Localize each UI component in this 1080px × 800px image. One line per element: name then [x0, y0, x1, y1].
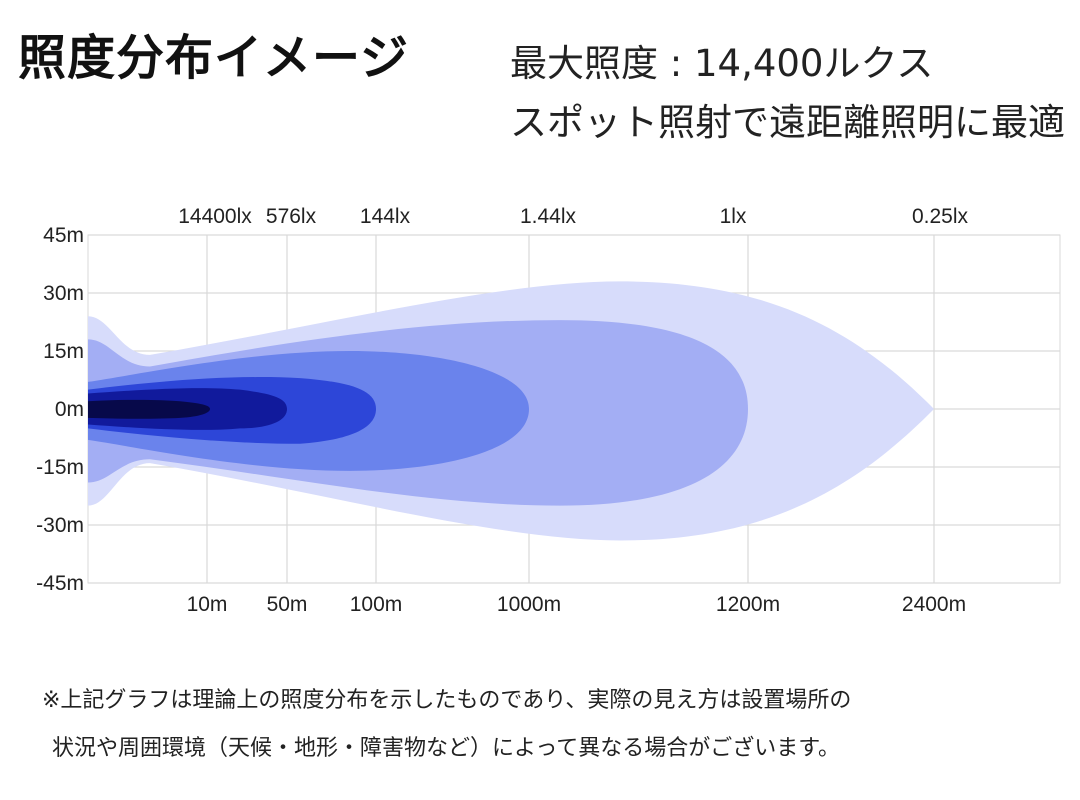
disclaimer-line-2: 状況や周囲環境（天候・地形・障害物など）によって異なる場合がございます。 [52, 736, 841, 761]
spot-description-text: スポット照射で遠距離照明に最適 [510, 101, 1065, 144]
chart-labels: 45m 30m 15m 0m -15m -30m -45m 10m 50m 100m 1000m 12… [36, 205, 968, 616]
y-tick-label: 30m [43, 282, 84, 305]
lux-label: 0.25lx [912, 205, 969, 228]
lux-label: 1.44lx [520, 205, 577, 228]
page-title: 照度分布イメージ [18, 30, 410, 86]
y-tick-label: 0m [55, 398, 84, 421]
illuminance-chart: 45m 30m 15m 0m -15m -30m -45m 10m 50m 100m 1000m 12… [36, 205, 1061, 616]
x-tick-label: 2400m [902, 593, 966, 616]
disclaimer-line-1: ※上記グラフは理論上の照度分布を示したものであり、実際の見え方は設置場所の [42, 688, 852, 713]
y-tick-label: 15m [43, 340, 84, 363]
x-tick-label: 1200m [716, 593, 780, 616]
x-tick-label: 100m [350, 593, 403, 616]
lux-label: 1lx [720, 205, 747, 228]
y-tick-label: 45m [43, 224, 84, 247]
beam-area-14400lx [88, 399, 210, 419]
max-illuminance-text: 最大照度 : 14,400ルクス [510, 42, 934, 85]
x-tick-label: 10m [187, 593, 228, 616]
y-tick-label: -45m [36, 572, 84, 595]
lux-label: 14400lx [178, 205, 252, 228]
y-tick-label: -30m [36, 514, 84, 537]
lux-label: 576lx [266, 205, 317, 228]
x-tick-label: 1000m [497, 593, 561, 616]
lux-label: 144lx [360, 205, 411, 228]
chart-areas [88, 281, 934, 541]
x-tick-label: 50m [267, 593, 308, 616]
y-tick-label: -15m [36, 456, 84, 479]
